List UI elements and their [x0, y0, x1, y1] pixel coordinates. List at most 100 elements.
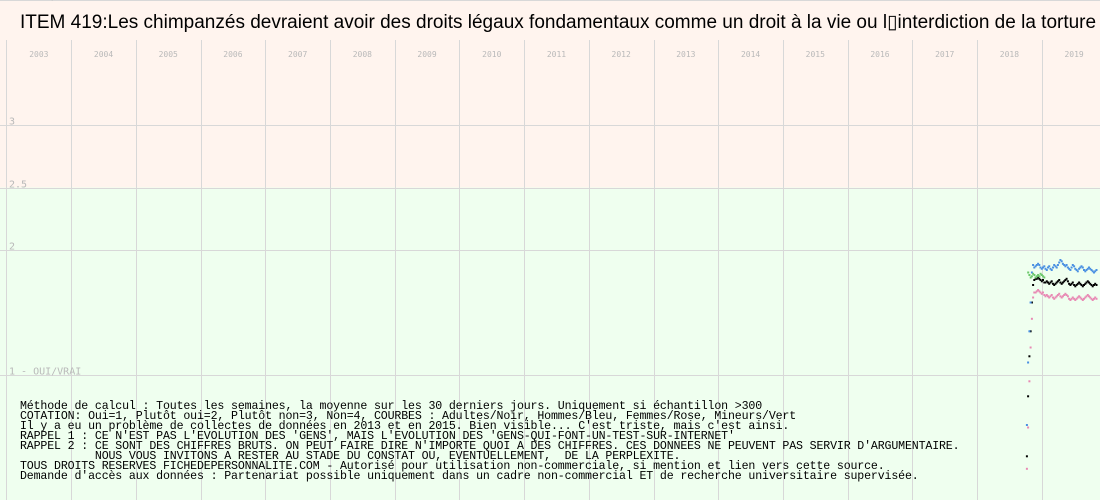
data-point: [1073, 265, 1076, 268]
data-point: [1035, 277, 1038, 280]
data-point: [1075, 297, 1078, 300]
series-adultes: [1025, 276, 1098, 458]
data-point: [1029, 301, 1032, 304]
data-point: [1034, 265, 1037, 268]
data-point: [1044, 295, 1047, 298]
data-point: [1081, 266, 1084, 269]
data-point: [1070, 297, 1073, 300]
data-point: [1043, 294, 1046, 296]
data-point: [1069, 284, 1072, 286]
data-point: [1044, 281, 1047, 284]
x-tick-label: 2005: [159, 50, 178, 59]
data-point: [1025, 467, 1028, 470]
data-point: [1033, 274, 1036, 276]
data-point: [1063, 264, 1066, 266]
data-point: [1064, 265, 1067, 268]
data-point: [1027, 361, 1030, 364]
data-point: [1035, 264, 1038, 266]
data-point: [1093, 297, 1095, 300]
data-point: [1029, 330, 1032, 333]
data-point: [1040, 274, 1043, 276]
data-point: [1053, 284, 1056, 286]
data-point: [1039, 279, 1042, 281]
series-femmes: [1025, 289, 1098, 470]
data-point: [1081, 299, 1084, 301]
data-point: [1033, 266, 1036, 269]
data-point: [1056, 264, 1059, 266]
data-point: [1091, 285, 1094, 288]
data-point: [1025, 455, 1028, 458]
data-point: [1058, 279, 1061, 281]
data-point: [1034, 291, 1037, 294]
data-point: [1074, 267, 1077, 270]
x-tick-label: 2012: [612, 50, 631, 59]
x-tick-label: 2010: [482, 50, 501, 59]
vertical-gridlines: [6, 40, 1043, 500]
data-point: [1094, 270, 1097, 273]
data-point: [1056, 294, 1059, 296]
data-point: [1083, 284, 1085, 286]
data-point: [1075, 269, 1078, 271]
data-point: [1065, 294, 1068, 296]
note-line: COTATION: Oui=1, Plutôt oui=2, Plutôt no…: [20, 410, 797, 423]
data-point: [1079, 296, 1082, 299]
data-point: [1042, 279, 1044, 281]
data-point: [1064, 279, 1067, 281]
data-point: [1033, 279, 1036, 281]
data-point: [1060, 282, 1063, 285]
data-point: [1076, 296, 1079, 299]
data-point: [1093, 271, 1095, 274]
data-point: [1069, 299, 1072, 301]
data-point: [1066, 266, 1069, 269]
data-point: [1074, 285, 1077, 288]
data-point: [1090, 284, 1093, 286]
data-point: [1034, 277, 1037, 280]
data-point: [1064, 292, 1067, 295]
data-point: [1095, 284, 1098, 286]
data-point: [1030, 275, 1033, 278]
data-point: [1055, 266, 1058, 269]
data-point: [1039, 272, 1042, 275]
data-point: [1030, 301, 1033, 304]
x-tick-label: 2007: [288, 50, 307, 59]
data-point: [1049, 281, 1052, 284]
data-point: [1086, 280, 1089, 283]
data-point: [1094, 282, 1097, 285]
data-point: [1061, 295, 1064, 298]
data-point: [1038, 275, 1041, 278]
data-point: [1085, 295, 1088, 298]
data-point: [1037, 262, 1040, 265]
data-point: [1052, 296, 1054, 299]
x-tick-label: 2006: [223, 50, 242, 59]
data-point: [1042, 275, 1045, 278]
data-point: [1059, 259, 1062, 261]
x-tick-label: 2013: [676, 50, 695, 59]
data-point: [1068, 282, 1071, 285]
data-point: [1058, 261, 1061, 264]
data-point: [1063, 280, 1066, 283]
data-point: [1079, 282, 1082, 285]
data-point: [1060, 296, 1063, 299]
data-point: [1040, 292, 1043, 295]
data-point: [1054, 282, 1057, 285]
data-point: [1035, 275, 1038, 278]
data-points: [1025, 259, 1098, 470]
data-point: [1078, 267, 1081, 270]
data-point: [1070, 282, 1073, 285]
note-line: Méthode de calcul : Toutes les semaines,…: [20, 400, 763, 413]
series-mineurs: [1027, 271, 1046, 279]
data-point: [1044, 267, 1047, 270]
data-point: [1054, 296, 1057, 299]
data-point: [1081, 285, 1084, 288]
note-line: TOUS DROITS RESERVES FICHEDEPERSONNALITE…: [20, 460, 885, 473]
data-point: [1089, 296, 1092, 299]
x-tick-label: 2018: [1000, 50, 1019, 59]
x-tick-label: 2008: [353, 50, 372, 59]
data-point: [1043, 281, 1046, 284]
data-point: [1073, 284, 1076, 286]
data-point: [1033, 291, 1036, 294]
data-point: [1032, 264, 1035, 266]
data-point: [1080, 297, 1083, 300]
